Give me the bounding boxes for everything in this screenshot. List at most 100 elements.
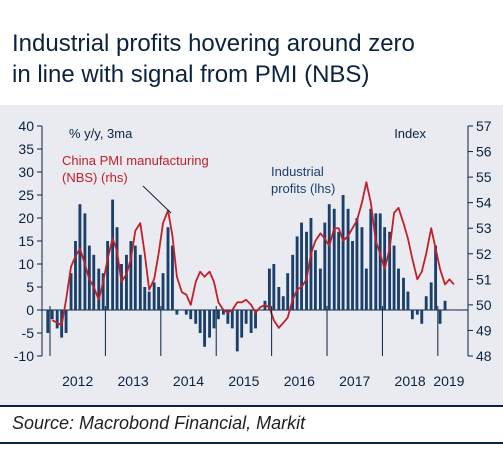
- profit-bar: [184, 310, 188, 315]
- divider-bottom: [0, 442, 503, 444]
- profit-bar: [240, 310, 244, 338]
- right-axis-tick-label: 54: [476, 195, 492, 211]
- left-axis-tick-label: 15: [18, 233, 34, 249]
- profit-bar: [397, 268, 400, 310]
- divider-top: [0, 405, 503, 407]
- profit-bar: [120, 264, 123, 310]
- right-axis-tick-label: 57: [476, 118, 492, 134]
- profit-bar: [346, 208, 350, 310]
- profit-bar: [115, 227, 119, 310]
- legend-profits-label: Industrial: [271, 164, 324, 179]
- axes-group: -10 -5 0 5 10 15 20 25 30 35 40 48 49 50 51 52 53 54 55 56 5…: [14, 118, 492, 389]
- profit-bar: [235, 310, 239, 352]
- chart-canvas: -10 -5 0 5 10 15 20 25 30 35 40 48 49 50 51 52 53 54 55 56 5…: [14, 118, 492, 389]
- x-axis-tick-label: 2017: [339, 373, 370, 389]
- left-axis-unit-label: % y/y, 3ma: [69, 126, 133, 141]
- chart-title-line-1: Industrial profits hovering around zero: [12, 30, 415, 57]
- profit-bar: [111, 199, 115, 310]
- legend-pmi-label: China PMI manufacturing: [62, 153, 209, 168]
- left-axis-tick-label: 30: [18, 164, 34, 180]
- profit-bar: [157, 287, 161, 310]
- x-axis-tick-label: 2019: [433, 373, 464, 389]
- profit-bar: [337, 231, 341, 310]
- profit-bar: [230, 310, 234, 329]
- profit-bar: [55, 310, 59, 329]
- profit-bar: [194, 310, 198, 324]
- x-axis-tick-label: 2016: [284, 373, 315, 389]
- x-axis-tick-label: 2018: [395, 373, 426, 389]
- profit-bar: [351, 241, 354, 310]
- x-axis-tick-label: 2013: [118, 373, 149, 389]
- profit-bar: [369, 208, 373, 310]
- profit-bar: [138, 254, 142, 310]
- profit-bar: [46, 310, 50, 333]
- profit-bar: [175, 310, 179, 315]
- profit-bar: [217, 310, 220, 320]
- profit-bar: [341, 195, 345, 310]
- profit-bar: [452, 310, 456, 311]
- profit-bar: [378, 213, 382, 310]
- profit-bar: [152, 282, 156, 310]
- chart-title: Industrial profits hovering around zero …: [12, 28, 497, 90]
- profit-bar: [272, 264, 276, 310]
- profit-bar: [374, 213, 378, 310]
- profit-bar: [415, 310, 419, 315]
- x-axis-tick-label: 2012: [62, 373, 93, 389]
- profit-bar: [203, 310, 207, 347]
- profit-bar: [129, 241, 133, 310]
- profit-bar: [189, 310, 193, 320]
- profit-bar: [101, 273, 105, 310]
- left-axis-tick-label: 25: [18, 187, 34, 203]
- profit-bar: [360, 227, 364, 310]
- profit-bar: [305, 231, 308, 310]
- profit-bar: [249, 310, 253, 333]
- profit-bar: [226, 310, 230, 324]
- left-axis-tick-label: 5: [26, 279, 34, 295]
- legend-pmi-leader-line: [142, 185, 172, 214]
- profit-bar: [318, 268, 322, 310]
- profit-bar: [50, 310, 54, 320]
- profit-bar: [300, 222, 303, 310]
- profit-bar: [125, 254, 128, 310]
- profit-bar: [355, 218, 359, 310]
- profit-bar: [133, 245, 137, 310]
- right-axis-tick-label: 53: [476, 220, 492, 236]
- left-axis-tick-label: 10: [18, 256, 34, 272]
- left-axis-tick-label: 20: [18, 210, 34, 226]
- profit-bar: [332, 208, 336, 310]
- profit-bar: [434, 245, 438, 310]
- profit-bar: [212, 310, 216, 329]
- pmi-line: [51, 181, 455, 329]
- profit-bar: [323, 222, 327, 310]
- profit-bar: [281, 296, 285, 310]
- right-axis-tick-label: 55: [476, 169, 492, 185]
- profit-bar: [171, 245, 174, 310]
- profit-bar: [92, 254, 96, 310]
- x-axis-tick-label: 2015: [228, 373, 259, 389]
- profit-bar: [429, 282, 433, 310]
- profit-bar: [309, 218, 313, 310]
- profit-bar: [424, 296, 428, 310]
- profit-bar: [147, 291, 151, 310]
- profit-bar: [74, 241, 77, 310]
- profit-bar: [295, 236, 299, 310]
- profit-bar: [69, 273, 73, 310]
- profit-bar: [161, 273, 165, 310]
- profit-bar: [327, 204, 331, 310]
- profit-bar: [388, 231, 392, 310]
- left-axis-tick-label: 0: [26, 302, 34, 318]
- source-note: Source: Macrobond Financial, Markit: [12, 413, 306, 433]
- right-axis-tick-label: 52: [476, 246, 492, 262]
- profit-bar: [254, 310, 257, 329]
- profit-bar: [267, 268, 271, 310]
- legend-profits-label: profits (lhs): [271, 181, 335, 196]
- profit-bar: [277, 287, 281, 310]
- profit-bar: [448, 310, 451, 311]
- profit-bar: [180, 310, 184, 311]
- left-axis-tick-label: 40: [18, 118, 34, 134]
- profit-bar: [221, 310, 225, 315]
- right-axis-tick-label: 56: [476, 144, 492, 160]
- right-axis-tick-label: 48: [476, 348, 492, 364]
- chart-title-line-2: in line with signal from PMI (NBS): [12, 61, 370, 88]
